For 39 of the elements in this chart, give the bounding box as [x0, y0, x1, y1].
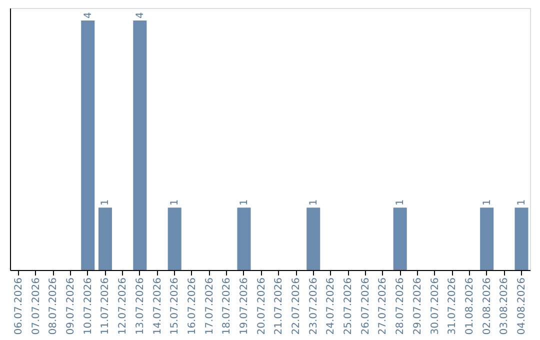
x-tick-label: 11.07.2026 [100, 278, 112, 335]
x-tick-label: 18.07.2026 [222, 278, 233, 335]
x-tick-label: 02.08.2026 [482, 278, 493, 335]
x-tick-label: 04.08.2026 [516, 278, 528, 335]
data-label: 1 [482, 199, 493, 206]
x-tick-label: 08.07.2026 [48, 278, 60, 335]
x-tick-label: 01.08.2026 [464, 278, 476, 335]
data-label: 1 [516, 199, 528, 206]
x-tick-label: 22.07.2026 [291, 278, 302, 335]
x-tick-label: 03.08.2026 [499, 278, 510, 335]
x-tick-label: 30.07.2026 [430, 278, 441, 335]
x-tick-label: 19.07.2026 [238, 278, 250, 335]
data-label: 1 [238, 199, 250, 206]
x-tick-label: 15.07.2026 [170, 278, 181, 335]
data-label: 1 [170, 199, 181, 206]
x-tick-label: 13.07.2026 [134, 278, 146, 335]
x-tick-label: 31.07.2026 [447, 278, 458, 335]
x-tick-label: 28.07.2026 [395, 278, 406, 335]
data-label: 1 [308, 199, 320, 206]
x-tick-label: 29.07.2026 [412, 278, 424, 335]
x-tick-label: 25.07.2026 [343, 278, 354, 335]
data-label: 1 [100, 199, 112, 206]
x-tick-label: 10.07.2026 [82, 278, 94, 335]
x-tick-label: 21.07.2026 [274, 278, 285, 335]
x-tick-label: 20.07.2026 [256, 278, 268, 335]
x-tick-label: 09.07.2026 [66, 278, 77, 335]
data-label: 4 [134, 12, 146, 18]
data-label: 1 [395, 199, 406, 206]
x-tick-label: 17.07.2026 [204, 278, 216, 335]
x-tick-label: 26.07.2026 [360, 278, 372, 335]
x-tick-label: 16.07.2026 [186, 278, 198, 335]
x-tick-label: 27.07.2026 [378, 278, 389, 335]
x-tick-label: 07.07.2026 [30, 278, 42, 335]
x-tick-label: 24.07.2026 [326, 278, 337, 335]
x-tick-label: 06.07.2026 [14, 278, 24, 335]
x-tick-label: 23.07.2026 [308, 278, 320, 335]
x-tick-label: 12.07.2026 [118, 278, 129, 335]
data-label: 4 [82, 12, 94, 18]
x-tick-label: 14.07.2026 [152, 278, 164, 335]
